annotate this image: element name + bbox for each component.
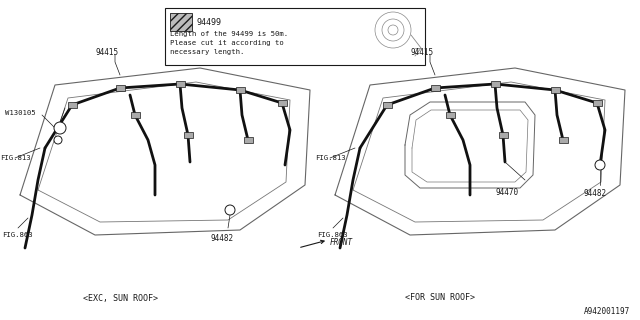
Bar — [175, 81, 184, 87]
Bar — [431, 85, 440, 91]
Text: 94470: 94470 — [495, 188, 518, 196]
Bar — [593, 100, 602, 106]
Circle shape — [54, 122, 66, 134]
Text: 94482: 94482 — [210, 234, 233, 243]
Circle shape — [595, 160, 605, 170]
Bar — [165, 8, 425, 65]
Bar — [236, 87, 244, 93]
Bar — [243, 137, 253, 143]
Circle shape — [54, 136, 62, 144]
Bar — [115, 85, 125, 91]
Text: <EXC, SUN ROOF>: <EXC, SUN ROOF> — [83, 293, 157, 302]
Bar — [550, 87, 559, 93]
Text: 94499: 94499 — [196, 18, 221, 27]
Bar — [184, 132, 193, 138]
Text: FIG.813: FIG.813 — [315, 155, 346, 161]
Text: Please cut it according to: Please cut it according to — [170, 40, 284, 46]
Bar — [170, 13, 192, 31]
Text: FRONT: FRONT — [330, 237, 353, 246]
Text: W130105: W130105 — [5, 110, 36, 116]
Text: 94482: 94482 — [583, 188, 606, 197]
Text: FIG.863: FIG.863 — [2, 232, 33, 238]
Bar — [131, 112, 140, 118]
Text: FIG.813: FIG.813 — [0, 155, 31, 161]
Bar — [445, 112, 454, 118]
Bar — [278, 100, 287, 106]
Bar — [499, 132, 508, 138]
Circle shape — [225, 205, 235, 215]
Bar — [490, 81, 499, 87]
Text: 94415: 94415 — [410, 47, 433, 57]
Text: A942001197: A942001197 — [584, 308, 630, 316]
Text: necessary length.: necessary length. — [170, 49, 244, 55]
Text: <FOR SUN ROOF>: <FOR SUN ROOF> — [405, 293, 475, 302]
Bar — [559, 137, 568, 143]
Bar — [67, 102, 77, 108]
Text: 94415: 94415 — [95, 47, 118, 57]
Text: FIG.863: FIG.863 — [317, 232, 348, 238]
Bar — [383, 102, 392, 108]
Text: Length of the 94499 is 50m.: Length of the 94499 is 50m. — [170, 31, 288, 37]
